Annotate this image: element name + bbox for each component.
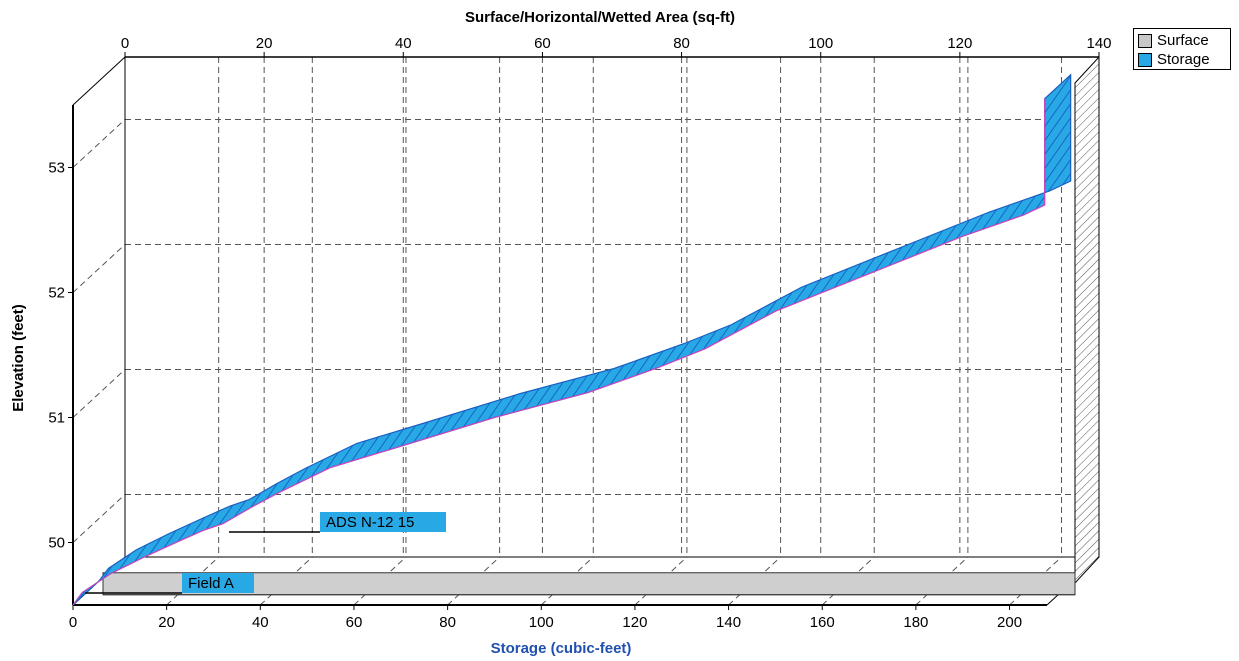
annotation-field-text: Field A <box>188 575 234 592</box>
legend-label-surface: Surface <box>1157 32 1209 49</box>
back-wall <box>124 56 1100 558</box>
y-axis-title: Elevation (feet) <box>10 304 27 412</box>
x-tick-label-1: 20 <box>158 614 175 631</box>
legend-swatch-surface <box>1138 33 1152 48</box>
x-tick-label-10: 200 <box>997 614 1022 631</box>
annotation-ads: ADS N-12 15 <box>229 512 446 533</box>
legend-item-surface: Surface <box>1138 31 1226 50</box>
storage-ribbon <box>72 73 1072 606</box>
chart-frame <box>72 55 1100 606</box>
x-axis-title: Storage (cubic-feet) <box>491 640 632 657</box>
x-tick-label-6: 120 <box>622 614 647 631</box>
legend-label-storage: Storage <box>1157 51 1210 68</box>
grid-y-side-3 <box>72 119 126 168</box>
annotation-field: Field A <box>85 573 254 594</box>
x-tick-label-9: 180 <box>903 614 928 631</box>
top-tick-label-2: 40 <box>395 35 412 52</box>
legend-swatch-storage <box>1138 52 1152 67</box>
y-tick-label-1: 51 <box>48 410 65 427</box>
annotation-ads-box <box>320 512 446 532</box>
top-tick-label-1: 20 <box>256 35 273 52</box>
grid-y-side-1 <box>72 369 126 418</box>
grid-y-side-2 <box>72 244 126 293</box>
side-wall <box>1074 55 1100 585</box>
grid-y-side-0 <box>72 494 126 543</box>
storage-line-front <box>72 98 1046 606</box>
legend: Surface Storage <box>1133 28 1231 70</box>
legend-item-storage: Storage <box>1138 50 1226 69</box>
top-tick-label-7: 140 <box>1086 35 1111 52</box>
x-tick-label-2: 40 <box>252 614 269 631</box>
y-tick-label-2: 52 <box>48 285 65 302</box>
y-tick-label-3: 53 <box>48 160 65 177</box>
x-tick-label-0: 0 <box>69 614 77 631</box>
annotation-field-box <box>182 573 254 593</box>
top-axis-title: Surface/Horizontal/Wetted Area (sq-ft) <box>465 9 735 26</box>
grid <box>72 57 1100 606</box>
x-tick-label-8: 160 <box>810 614 835 631</box>
top-tick-label-6: 120 <box>947 35 972 52</box>
series-layer <box>72 73 1076 606</box>
x-tick-label-4: 80 <box>439 614 456 631</box>
x-tick-label-3: 60 <box>346 614 363 631</box>
depth-edge-top <box>72 56 126 106</box>
x-tick-label-5: 100 <box>529 614 554 631</box>
top-tick-label-5: 100 <box>808 35 833 52</box>
tick-labels: 0 20 40 60 80 100 120 140 160 180 200 0 20 40 60 80 100 1… <box>48 35 1111 631</box>
x-tick-label-7: 140 <box>716 614 741 631</box>
y-tick-label-0: 50 <box>48 535 65 552</box>
top-tick-label-0: 0 <box>121 35 129 52</box>
top-tick-label-3: 60 <box>534 35 551 52</box>
annotation-ads-text: ADS N-12 15 <box>326 514 414 531</box>
top-tick-label-4: 80 <box>673 35 690 52</box>
